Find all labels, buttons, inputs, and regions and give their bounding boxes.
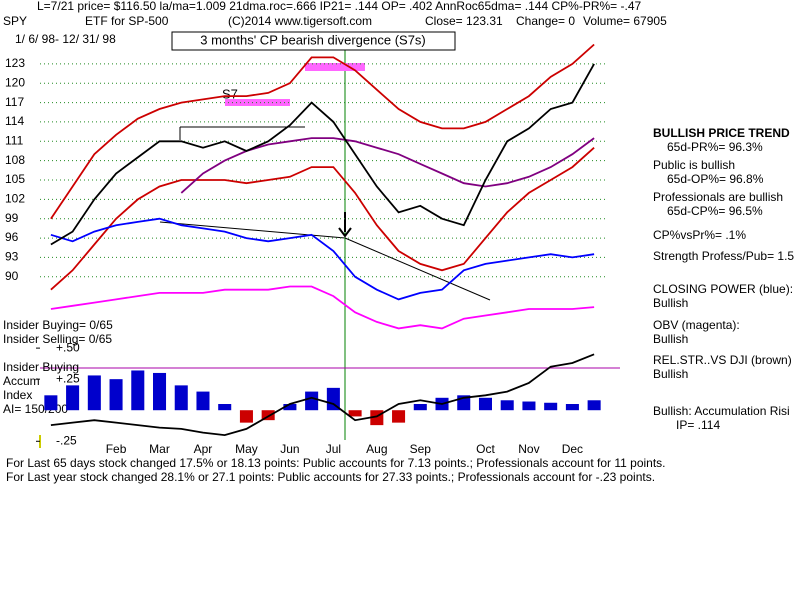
close: Close= 123.31 [425, 14, 503, 28]
y-tick-label: 111 [5, 133, 24, 147]
sell-signal-band [305, 63, 365, 71]
x-tick-label: Jun [280, 442, 299, 456]
description: ETF for SP-500 [85, 14, 169, 28]
x-tick-label: Jul [326, 442, 341, 456]
y-tick-label: 120 [5, 75, 25, 89]
bar [239, 410, 253, 423]
date-range: 1/ 6/ 98- 12/ 31/ 98 [15, 32, 116, 46]
status-text: Strength Profess/Pub= 1.5 [653, 249, 794, 263]
status-text: 65d-PR%= 96.3% [667, 140, 763, 154]
symbol: SPY [3, 14, 27, 28]
footer-line: For Last 65 days stock changed 17.5% or … [6, 456, 666, 470]
bar [109, 379, 123, 411]
bar [500, 400, 514, 411]
series-line [50, 217, 595, 301]
insider-text: AI= 150/200 [3, 402, 68, 416]
bar [478, 397, 492, 411]
status-text: Bullish: Accumulation Risi [653, 404, 790, 418]
y-tick-label: 93 [5, 250, 19, 264]
status-text: Bullish [653, 296, 688, 310]
sell-signal-band [225, 99, 290, 106]
bar [66, 385, 80, 411]
insider-text: Index [3, 388, 32, 402]
bar [565, 404, 579, 411]
y-tick-label: +.25 [56, 371, 80, 385]
bar [261, 410, 275, 421]
y-tick-label: 114 [5, 114, 24, 128]
footer-line: For Last year stock changed 28.1% or 27.… [6, 470, 655, 484]
insider-text: Insider Buying= 0/65 [3, 318, 113, 332]
x-tick-label: May [235, 442, 258, 456]
status-text: REL.STR..VS DJI (brown) [653, 353, 792, 367]
bar [196, 391, 210, 411]
x-tick-label: Aug [366, 442, 387, 456]
status-text: 65d-CP%= 96.5% [667, 204, 763, 218]
copyright: (C)2014 www.tigersoft.com [228, 14, 372, 28]
signal-title: 3 months' CP bearish divergence (S7s) [200, 32, 426, 47]
bar [174, 385, 188, 411]
bar [522, 401, 536, 411]
trend-line [159, 221, 346, 239]
status-text: Public is bullish [653, 158, 735, 172]
x-tick-label: Mar [149, 442, 170, 456]
bar [413, 404, 427, 411]
bar [218, 404, 232, 411]
bar [283, 404, 297, 411]
status-text: Professionals are bullish [653, 190, 783, 204]
bar [305, 391, 319, 411]
x-tick-label: Apr [194, 442, 213, 456]
signal-box [171, 31, 456, 51]
y-tick-label: -.25 [56, 433, 77, 447]
series-line [50, 43, 595, 220]
x-tick-label: Oct [476, 442, 495, 456]
bar [544, 402, 558, 411]
status-text: Bullish [653, 367, 688, 381]
bar [44, 395, 58, 411]
bar [392, 410, 406, 423]
y-tick-label: 123 [5, 56, 25, 70]
y-tick-label: 96 [5, 230, 19, 244]
trend-line [344, 237, 491, 301]
right-panel: BULLISH PRICE TREND 65d-PR%= 96.3% Publi… [653, 126, 794, 432]
signal-label: S7 [222, 86, 238, 101]
signal-arrow [338, 227, 352, 238]
x-tick-label: Dec [562, 442, 583, 456]
insider-text: Insider Buying [3, 360, 79, 374]
y-tick-label: 108 [5, 153, 25, 167]
series-line [50, 353, 595, 437]
status-text: CP%vsPr%= .1% [653, 228, 746, 242]
bar [587, 400, 601, 411]
y-tick-label: 105 [5, 172, 25, 186]
insider-text: Accum [3, 374, 40, 388]
bar [131, 370, 145, 411]
series-line [50, 285, 595, 330]
status-text: IP= .114 [676, 418, 720, 432]
volume: Volume= 67905 [583, 14, 667, 28]
x-tick-label: Feb [106, 442, 127, 456]
bar [153, 372, 167, 411]
change: Change= 0 [516, 14, 575, 28]
bar [326, 387, 340, 411]
y-tick-label: +.50 [56, 340, 80, 354]
status-text: BULLISH PRICE TREND [653, 126, 790, 140]
y-tick-label: 90 [5, 269, 19, 283]
bar [348, 410, 362, 417]
y-tick-label: 102 [5, 192, 25, 206]
status-text: OBV (magenta): [653, 318, 740, 332]
status-text: CLOSING POWER (blue): [653, 282, 793, 296]
bar [87, 375, 101, 411]
x-tick-label: Nov [518, 442, 539, 456]
y-tick-label: 99 [5, 211, 19, 225]
y-tick-label: 117 [5, 95, 24, 109]
series-line [50, 147, 595, 291]
x-tick-label: Sep [410, 442, 432, 456]
status-text: 65d-OP%= 96.8% [667, 172, 764, 186]
header-line: L=7/21 price= $116.50 la/ma=1.009 21dma.… [37, 0, 642, 13]
status-text: Bullish [653, 332, 688, 346]
insider-text: Insider Selling= 0/65 [3, 332, 112, 346]
series-line [50, 63, 595, 246]
